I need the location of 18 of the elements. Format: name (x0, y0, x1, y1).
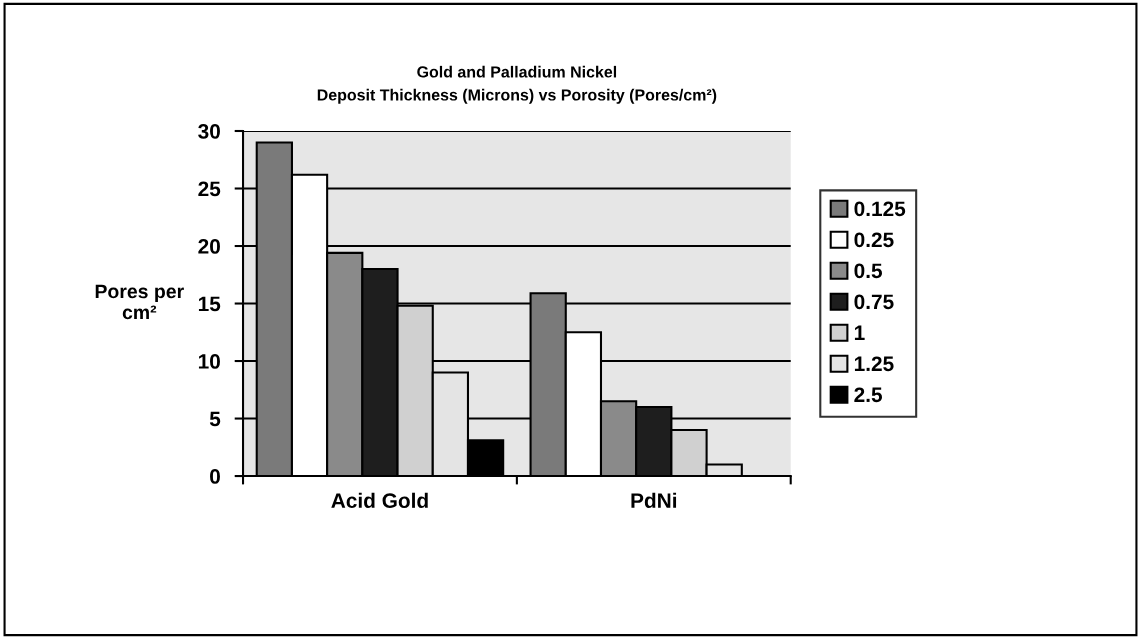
legend-label: 0.75 (854, 294, 894, 310)
y-tick-label: 5 (209, 411, 221, 427)
y-tick-label: 15 (198, 296, 221, 312)
x-tick-label: PdNi (631, 492, 677, 509)
y-axis-title: Pores per cm² (95, 284, 184, 320)
chart-title: Gold and Palladium Nickel Deposit Thickness (Microns) vs Porosity (Pores/cm²) (317, 65, 717, 104)
y-tick-label: 20 (198, 239, 220, 254)
legend-label: 1 (854, 325, 865, 340)
legend-label: 0.5 (854, 263, 883, 279)
y-tick-label: 0 (210, 469, 220, 484)
legend-label: 2.5 (854, 387, 883, 403)
y-tick-label: 30 (198, 124, 220, 139)
y-tick-label: 10 (198, 354, 220, 369)
x-tick-label: Acid Gold (331, 492, 428, 509)
legend-label: 0.125 (854, 201, 906, 217)
y-tick-label: 25 (198, 181, 221, 197)
legend-label: 1.25 (854, 356, 894, 372)
legend-label: 0.25 (854, 232, 894, 248)
